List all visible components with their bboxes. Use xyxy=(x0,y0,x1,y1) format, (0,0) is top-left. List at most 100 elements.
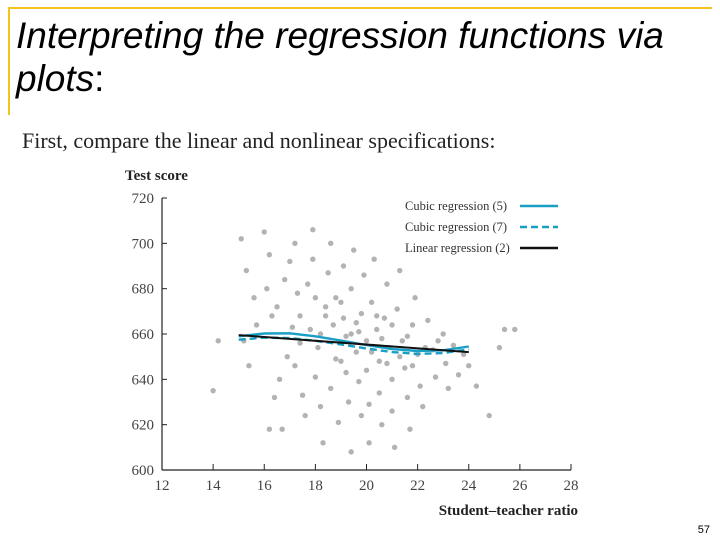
slide-title: Interpreting the regression functions vi… xyxy=(16,14,676,100)
page-number: 57 xyxy=(697,524,710,536)
data-point xyxy=(343,333,349,339)
slide-title-text: Interpreting the regression functions vi… xyxy=(16,15,664,99)
data-point xyxy=(412,295,418,301)
data-point xyxy=(333,356,339,362)
data-point xyxy=(307,326,313,333)
data-point xyxy=(366,401,372,407)
data-point xyxy=(374,313,380,319)
x-axis-label: Student–teacher ratio xyxy=(439,503,578,519)
x-tick-label: 24 xyxy=(461,478,477,494)
data-point xyxy=(440,331,446,337)
data-point xyxy=(345,399,352,405)
title-accent-bar xyxy=(8,7,712,9)
data-point xyxy=(328,240,334,247)
legend-label: Linear regression (2) xyxy=(405,241,510,255)
x-tick-label: 16 xyxy=(257,478,273,494)
data-point xyxy=(340,263,347,269)
data-point xyxy=(302,412,308,419)
slide-subtitle: First, compare the linear and nonlinear … xyxy=(22,128,496,153)
data-point xyxy=(358,412,365,419)
data-point xyxy=(363,338,370,344)
data-point xyxy=(460,351,467,358)
data-point xyxy=(348,449,354,455)
title-accent-bar-left xyxy=(8,7,10,115)
data-point xyxy=(389,322,395,328)
x-tick-label: 26 xyxy=(512,478,528,494)
y-tick-label: 700 xyxy=(132,236,155,252)
data-point xyxy=(282,276,288,283)
y-tick-label: 600 xyxy=(132,463,155,479)
data-point xyxy=(417,383,423,389)
data-point xyxy=(368,349,375,355)
data-point xyxy=(358,310,365,317)
data-point xyxy=(397,353,403,360)
data-point xyxy=(407,426,413,432)
data-point xyxy=(294,290,301,296)
data-point xyxy=(338,299,344,305)
data-point xyxy=(512,326,518,333)
y-tick-label: 680 xyxy=(132,282,155,298)
data-point xyxy=(501,326,508,333)
data-point xyxy=(404,333,411,339)
data-point xyxy=(379,421,385,428)
data-point xyxy=(266,426,273,432)
data-point xyxy=(343,369,349,376)
data-point xyxy=(381,315,388,321)
data-point xyxy=(361,272,367,278)
y-tick-label: 620 xyxy=(132,418,155,434)
data-point xyxy=(269,313,275,319)
x-tick-label: 14 xyxy=(206,478,222,494)
data-point xyxy=(366,440,372,446)
slide-title-colon: : xyxy=(94,58,105,99)
data-point xyxy=(394,306,400,312)
y-tick-label: 720 xyxy=(132,191,155,207)
data-point xyxy=(351,247,357,253)
data-point xyxy=(389,376,395,383)
data-point xyxy=(384,360,390,367)
data-point xyxy=(379,335,385,342)
data-point xyxy=(356,378,362,385)
data-point xyxy=(292,363,298,369)
data-point xyxy=(210,387,216,394)
data-point xyxy=(238,236,244,242)
data-point xyxy=(486,412,492,419)
x-tick-label: 28 xyxy=(564,478,579,494)
data-point xyxy=(445,385,451,392)
series-line-3 xyxy=(238,334,469,354)
data-point xyxy=(320,440,326,446)
data-point xyxy=(289,324,296,330)
data-point xyxy=(455,372,462,378)
data-point xyxy=(368,299,375,305)
data-point xyxy=(435,338,441,344)
y-tick-label: 640 xyxy=(132,372,155,388)
data-point xyxy=(287,258,293,265)
x-tick-label: 22 xyxy=(410,478,425,494)
data-point xyxy=(353,349,359,355)
data-point xyxy=(404,394,411,401)
data-point xyxy=(374,326,380,333)
data-point xyxy=(425,317,431,324)
legend-label: Cubic regression (7) xyxy=(405,220,507,234)
data-point xyxy=(322,313,329,319)
data-point xyxy=(251,295,257,301)
data-point xyxy=(371,256,377,262)
data-point xyxy=(330,322,336,328)
data-point xyxy=(356,329,362,335)
data-point xyxy=(450,342,457,349)
x-tick-label: 20 xyxy=(359,478,374,494)
legend-label: Cubic regression (5) xyxy=(405,199,507,213)
data-point xyxy=(443,360,449,367)
data-point xyxy=(391,444,398,451)
y-axis-label: Test score xyxy=(125,168,188,184)
data-point xyxy=(243,267,250,274)
data-point xyxy=(279,426,285,432)
x-tick-label: 18 xyxy=(308,478,323,494)
data-point xyxy=(271,394,278,401)
data-point xyxy=(310,227,316,233)
data-point xyxy=(409,363,416,369)
y-tick-label: 660 xyxy=(132,327,155,343)
data-point xyxy=(397,267,403,274)
data-point xyxy=(363,367,370,373)
data-point xyxy=(305,281,311,287)
data-point xyxy=(338,358,344,364)
